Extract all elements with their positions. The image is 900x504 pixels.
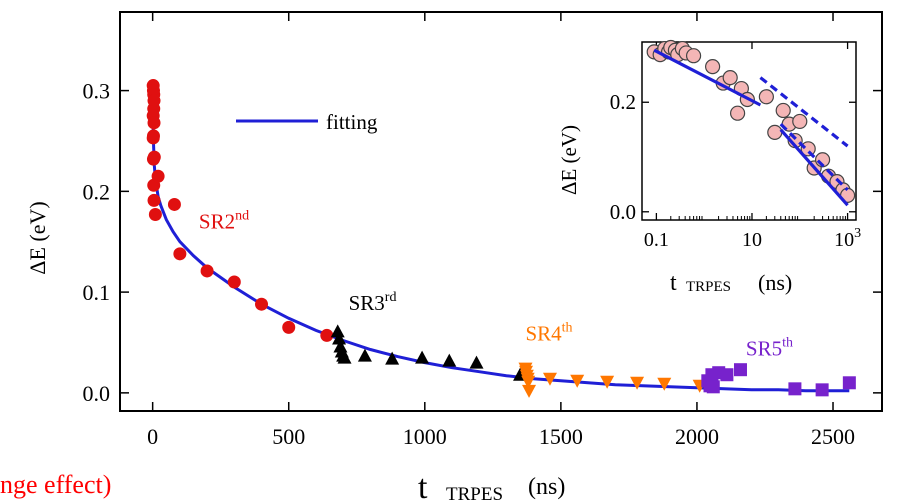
annotation-sr4: SR4th [525,320,572,345]
y-axis-label: ΔE (eV) [25,201,50,274]
data-point [469,355,484,369]
y-tick-label: 0.0 [83,381,111,406]
inset-x-axis-label-main: t [670,270,677,296]
side-note: nge effect) [0,470,112,499]
inset-x-tick-label: 10 [742,229,762,251]
series-sr4th [518,362,707,398]
main-data-points [146,79,856,398]
data-point [706,380,720,394]
inset-fit-line-dashed [759,76,849,148]
data-point [337,350,352,364]
data-point [330,324,345,338]
inset-data-point [792,113,808,130]
data-point [630,376,645,390]
data-point [146,131,160,145]
inset-fit-line-solid [653,48,762,107]
inset-data-point [705,59,721,75]
x-tick-label: 0 [147,424,158,449]
data-point [657,377,672,391]
data-point [167,197,181,211]
annotation-sr2: SR2nd [199,209,249,234]
data-point [570,374,585,388]
inset-y-tick-label: 0.2 [610,90,636,114]
x-tick-label: 1500 [539,424,583,449]
data-point [173,247,187,261]
data-point [720,368,734,382]
legend: fitting [236,110,378,134]
inset-x-axis-label-unit: (ns) [758,270,792,295]
data-point [282,320,296,334]
y-tick-label: 0.1 [83,280,111,305]
x-tick-label: 500 [272,424,305,449]
data-point [357,348,372,362]
inset-y-tick-label: 0.0 [610,200,636,224]
main-annotations: SR2nd SR3rd SR4th SR5th [199,209,793,361]
data-point [332,331,347,345]
inset-data-point [722,69,738,86]
inset-data-point [758,89,774,105]
inset-fit-line-dashed [779,123,849,192]
inset-fit-line-solid [779,128,849,207]
inset-data-point [775,102,791,119]
main-axis-ticks: 0 500 1000 1500 2000 2500 0.0 0.1 0.2 0.3 [83,12,882,449]
data-point [147,116,161,130]
data-point [842,376,856,390]
inset-data-point [800,141,816,157]
inset-axis-ticks: 0.1 10 103 0.0 0.2 [610,42,861,251]
x-axis-label-sub: TRPES [446,484,503,504]
x-tick-label: 2000 [675,424,719,449]
inset-x-tick-label: 0.1 [644,229,669,251]
inset-data-point [767,124,783,140]
data-point [200,264,214,278]
inset-plot-frame [641,41,857,221]
x-axis-label-unit: (ns) [528,474,565,500]
data-point [151,169,165,183]
series-sr3rd [330,324,528,381]
data-point [815,383,829,397]
inset-x-axis-label-sub: TRPES [686,279,731,295]
inset-x-tick-label: 103 [834,226,861,251]
data-point [600,375,615,389]
series-sr2nd [146,79,334,342]
annotation-sr5: SR5th [746,336,793,361]
inset-plot: 0.1 10 103 0.0 0.2 ΔE (eV) t TRPES (ns) [557,39,861,296]
data-point [733,363,747,377]
data-point [227,275,241,289]
inset-y-axis-label: ΔE (eV) [557,125,581,195]
data-point [415,350,430,364]
y-tick-label: 0.2 [83,179,111,204]
data-point [385,351,400,365]
inset-x-axis-label: t TRPES (ns) [670,270,792,296]
legend-label: fitting [326,110,378,134]
series-sr5th [701,363,856,397]
y-tick-label: 0.3 [83,79,111,104]
data-point [542,372,557,386]
x-tick-label: 2500 [811,424,855,449]
data-point [788,382,802,396]
data-point [522,384,537,398]
inset-fit-lines [653,48,849,207]
x-axis-label: t TRPES (ns) [418,469,565,504]
data-point [148,208,162,222]
annotation-sr3: SR3rd [349,290,397,315]
main-plot-frame [119,11,883,412]
data-point [146,152,160,166]
data-point [255,297,269,311]
x-tick-label: 1000 [403,424,447,449]
data-point [320,328,334,342]
data-point [521,375,536,389]
data-point [147,193,161,207]
data-point [442,353,457,367]
inset-data-point [685,48,702,64]
inset-data-point [729,105,746,121]
x-axis-label-main: t [418,469,428,504]
